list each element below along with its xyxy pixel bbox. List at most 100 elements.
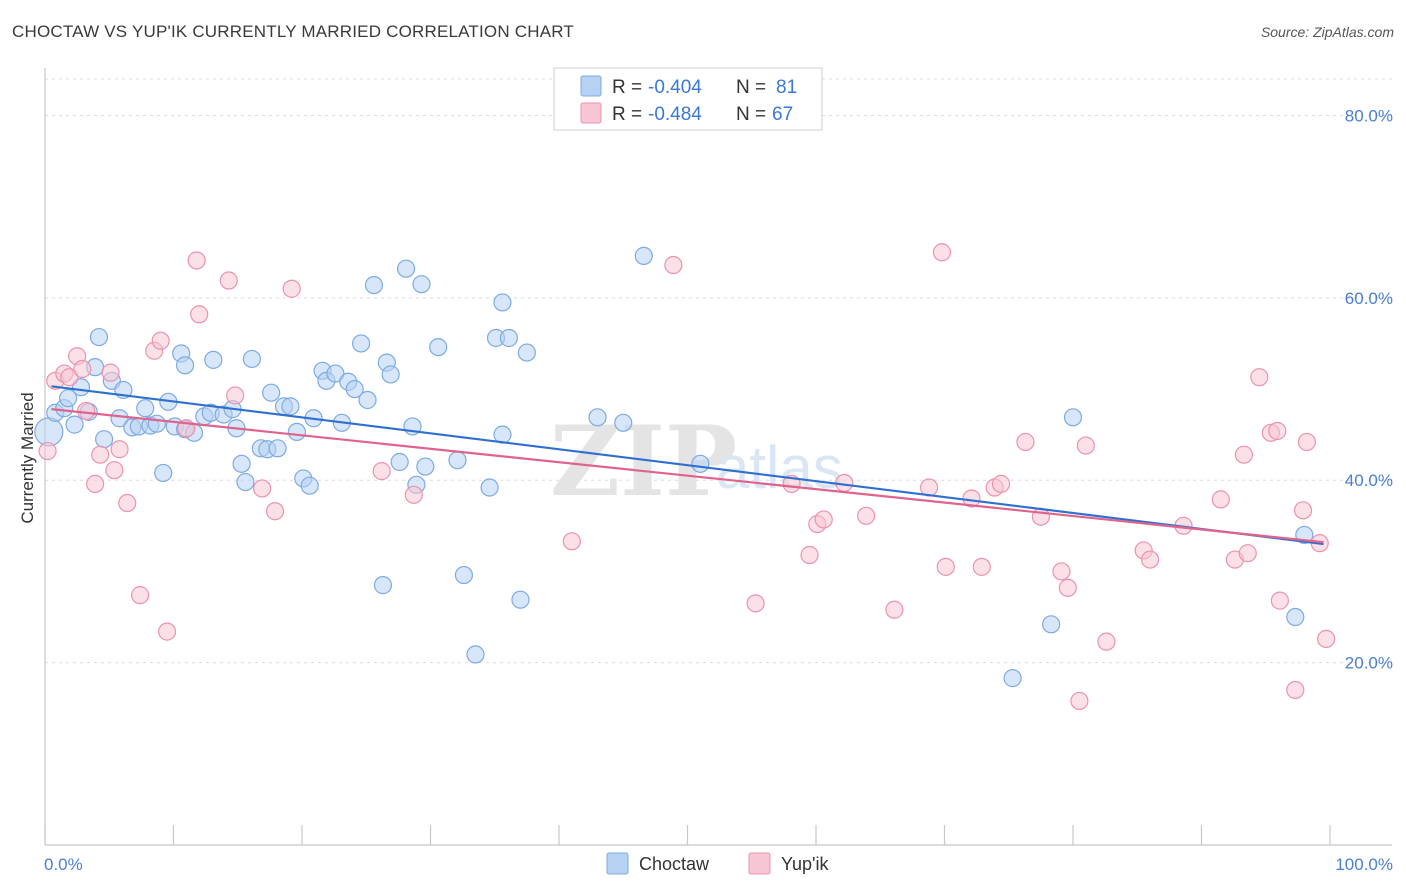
- data-point: [1286, 607, 1305, 627]
- legend-n-value: 67: [772, 104, 793, 125]
- watermark: ZIP atlas: [550, 405, 843, 518]
- data-point: [1076, 436, 1095, 455]
- data-point: [1250, 368, 1269, 387]
- data-point: [372, 462, 391, 481]
- data-point: [204, 350, 223, 369]
- chart-title: CHOCTAW VS YUP'IK CURRENTLY MARRIED CORR…: [12, 22, 575, 41]
- data-point: [396, 259, 416, 278]
- data-point: [1238, 544, 1257, 563]
- data-point: [972, 557, 991, 576]
- data-point: [175, 356, 195, 375]
- data-point: [448, 451, 467, 470]
- data-point: [130, 586, 150, 605]
- data-point: [190, 305, 209, 324]
- y-tick-label: 60.0%: [1345, 289, 1393, 308]
- legend-r-label: R =: [612, 104, 642, 125]
- data-point: [454, 565, 474, 585]
- legend-n-label: N =: [736, 104, 766, 125]
- data-point: [588, 408, 607, 427]
- data-point: [358, 390, 377, 410]
- data-point: [300, 476, 319, 495]
- data-point: [493, 293, 512, 312]
- data-point: [232, 454, 251, 473]
- data-point: [38, 441, 57, 461]
- data-point: [345, 379, 364, 399]
- data-point: [499, 328, 518, 348]
- data-point: [1297, 432, 1316, 452]
- legend-r-value: -0.484: [648, 104, 702, 125]
- trend-line: [51, 408, 1324, 544]
- y-tick-labels: 20.0% 40.0% 60.0% 80.0%: [1345, 106, 1393, 672]
- data-point: [236, 472, 255, 492]
- data-point: [118, 493, 137, 513]
- data-point: [60, 368, 79, 387]
- bottom-legend-swatch-yupik: [748, 852, 771, 875]
- data-point: [1058, 578, 1077, 597]
- data-point: [1270, 591, 1289, 610]
- data-point: [517, 343, 536, 362]
- trend-lines: [51, 385, 1324, 546]
- x-tick-labels: 0.0% 100.0%: [44, 855, 1393, 874]
- data-point: [73, 359, 92, 379]
- legend-n-value: 81: [776, 77, 797, 98]
- data-point: [614, 413, 633, 432]
- data-point: [101, 363, 120, 382]
- data-point: [95, 430, 114, 449]
- bottom-legend-yupik: Yup'ik: [781, 854, 829, 874]
- data-point: [110, 440, 129, 459]
- data-point: [1097, 632, 1116, 651]
- data-point: [691, 454, 710, 473]
- source-label: Source: ZipAtlas.com: [1260, 24, 1394, 40]
- data-point: [154, 463, 173, 483]
- data-point: [59, 389, 78, 408]
- data-point: [1140, 550, 1160, 569]
- x-tick-label: 0.0%: [44, 855, 83, 874]
- data-point: [1293, 501, 1313, 520]
- data-point: [77, 401, 96, 421]
- data-point: [664, 255, 683, 275]
- data-point: [373, 576, 393, 595]
- grid: [45, 78, 1392, 664]
- data-point: [253, 479, 272, 498]
- legend-r-value: -0.404: [648, 77, 702, 98]
- series-choctaw-points: [34, 246, 1314, 688]
- data-point: [562, 532, 581, 551]
- trend-line: [51, 385, 1324, 546]
- data-point: [136, 399, 155, 418]
- data-point: [89, 327, 109, 347]
- data-point: [1211, 490, 1230, 509]
- data-point: [1317, 629, 1336, 649]
- data-point: [746, 594, 765, 613]
- data-point: [1016, 432, 1035, 452]
- bottom-legend-swatch-choctaw: [606, 852, 629, 875]
- data-point: [1070, 691, 1089, 711]
- y-tick-label: 80.0%: [1345, 106, 1393, 125]
- data-point: [364, 275, 384, 295]
- data-point: [265, 502, 285, 521]
- data-point: [885, 600, 904, 619]
- data-point: [1052, 562, 1071, 581]
- bottom-legend: Choctaw Yup'ik: [606, 852, 829, 875]
- data-point: [634, 246, 653, 266]
- data-point: [65, 415, 84, 434]
- data-point: [262, 383, 281, 402]
- data-point: [91, 445, 110, 464]
- data-point: [219, 271, 238, 290]
- legend-swatch-yupik: [580, 102, 602, 124]
- data-point: [814, 510, 833, 529]
- data-point: [282, 279, 301, 298]
- data-point: [936, 557, 955, 576]
- bottom-legend-choctaw: Choctaw: [639, 854, 710, 874]
- data-point: [352, 334, 371, 353]
- data-point: [187, 251, 206, 270]
- data-point: [857, 506, 876, 525]
- data-point: [242, 349, 261, 369]
- data-point: [1268, 421, 1287, 441]
- y-tick-label: 40.0%: [1345, 471, 1393, 490]
- data-point: [991, 474, 1011, 493]
- data-point: [511, 590, 530, 609]
- data-point: [416, 457, 435, 476]
- x-tick-label: 100.0%: [1335, 855, 1393, 874]
- legend-n-label: N =: [736, 77, 766, 98]
